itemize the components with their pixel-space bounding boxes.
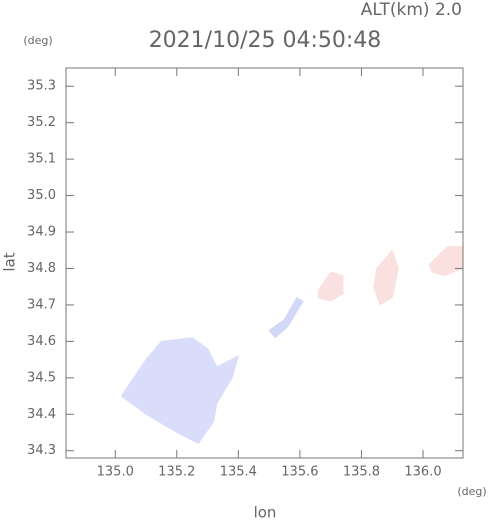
y-tick-label: 34.5	[27, 370, 56, 385]
y-tick-label: 35.0	[27, 188, 56, 203]
echo-region	[373, 249, 399, 306]
y-tick-label: 34.4	[27, 407, 56, 422]
y-tick-label: 34.9	[27, 225, 56, 240]
y-tick-label: 35.1	[27, 152, 56, 167]
x-tick-label: 135.6	[281, 465, 318, 480]
echo-region	[120, 337, 240, 445]
x-unit: (deg)	[457, 485, 486, 498]
echo-region	[428, 246, 464, 277]
x-axis-label: lon	[254, 504, 277, 522]
y-tick-label: 34.8	[27, 261, 56, 276]
echo-region	[268, 296, 304, 339]
y-tick-label: 35.2	[27, 115, 56, 130]
chart-title: 2021/10/25 04:50:48	[149, 28, 382, 53]
x-tick-label: 135.8	[343, 465, 380, 480]
x-tick-label: 135.4	[220, 465, 257, 480]
x-tick-label: 135.2	[158, 465, 195, 480]
x-tick-label: 136.0	[404, 465, 441, 480]
x-tick-label: 135.0	[97, 465, 134, 480]
plot-frame	[65, 67, 464, 459]
y-unit: (deg)	[23, 34, 52, 47]
y-tick-label: 35.3	[27, 79, 56, 94]
y-tick-label: 34.7	[27, 297, 56, 312]
y-axis-label: lat	[1, 252, 19, 271]
y-tick-label: 34.3	[27, 443, 56, 458]
altitude: ALT(km) 2.0	[361, 0, 462, 20]
echo-region	[317, 271, 344, 302]
y-tick-label: 34.6	[27, 334, 56, 349]
